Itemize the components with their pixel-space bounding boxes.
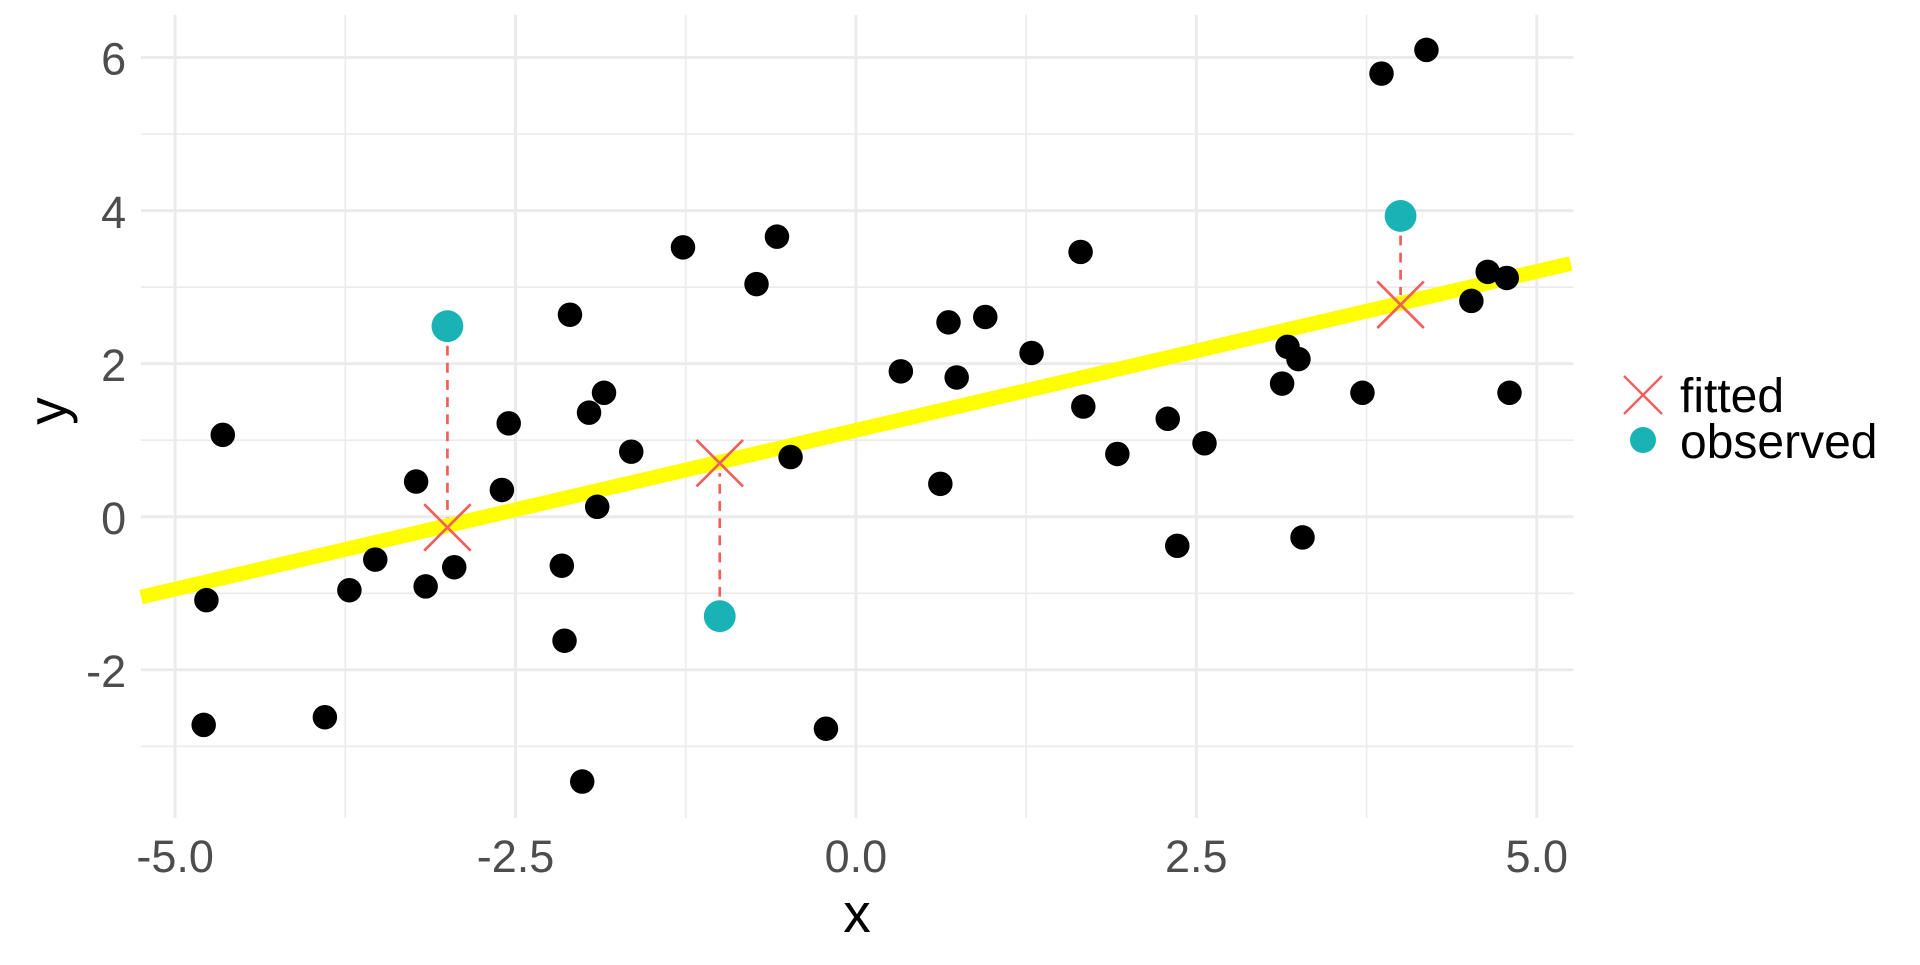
data-point xyxy=(973,304,998,330)
x-tick-label: 0.0 xyxy=(825,831,888,882)
data-point xyxy=(1019,340,1044,366)
grid-lines xyxy=(140,14,1574,818)
x-tick-label: -5.0 xyxy=(136,831,214,882)
data-point xyxy=(1071,394,1096,419)
observed-point xyxy=(1384,200,1417,232)
data-point xyxy=(1369,61,1394,86)
x-tick-label: -2.5 xyxy=(477,831,555,882)
data-point xyxy=(1192,431,1217,456)
data-point xyxy=(778,444,803,470)
data-point xyxy=(191,712,216,738)
data-point xyxy=(1286,346,1311,372)
data-point xyxy=(363,547,388,572)
data-point xyxy=(584,494,610,520)
data-point xyxy=(936,310,961,335)
y-tick-label: -2 xyxy=(86,646,126,697)
circle-icon xyxy=(1630,427,1656,453)
data-point xyxy=(1459,288,1484,314)
x-tick-label: 5.0 xyxy=(1505,831,1568,882)
x-tick-label: 2.5 xyxy=(1165,831,1228,882)
data-point xyxy=(813,716,839,741)
data-point xyxy=(1105,441,1130,467)
fitted-marker xyxy=(695,438,744,488)
data-point xyxy=(670,235,696,260)
data-point xyxy=(210,422,236,448)
fitted-marker xyxy=(1376,280,1425,329)
data-point xyxy=(1475,259,1500,285)
legend-label-fitted: fitted xyxy=(1680,370,1784,423)
data-point xyxy=(1350,380,1375,405)
observed-points xyxy=(431,200,1417,633)
data-point xyxy=(619,439,644,464)
fitted-marker xyxy=(423,503,472,552)
cross-icon-stroke xyxy=(1376,280,1425,329)
y-axis-title: y xyxy=(16,397,78,425)
legend-item-observed: observed xyxy=(1630,416,1877,469)
residual-segments xyxy=(446,235,1402,597)
observed-point xyxy=(703,600,736,633)
cross-icon xyxy=(1623,375,1663,415)
data-point xyxy=(194,587,219,613)
y-tick-label: 4 xyxy=(101,187,126,238)
data-point xyxy=(591,380,617,405)
data-point xyxy=(1290,525,1315,550)
data-point xyxy=(744,271,769,297)
data-point xyxy=(441,555,467,580)
data-point xyxy=(403,469,429,494)
data-point xyxy=(337,577,362,603)
data-point xyxy=(1068,239,1093,265)
data-point xyxy=(944,365,969,390)
fitted-markers xyxy=(423,280,1425,552)
y-tick-label: 0 xyxy=(101,493,126,544)
data-point xyxy=(552,628,577,653)
data-point xyxy=(1269,371,1295,396)
data-point xyxy=(557,302,583,327)
observed-point xyxy=(431,310,464,343)
data-point xyxy=(489,477,515,503)
data-point xyxy=(569,769,595,794)
data-point xyxy=(413,574,438,599)
data-points xyxy=(191,37,1522,794)
cross-icon-stroke xyxy=(695,438,744,488)
data-point xyxy=(1165,533,1190,559)
legend-item-fitted: fitted xyxy=(1623,370,1784,423)
data-point xyxy=(928,471,953,497)
data-point xyxy=(1497,380,1522,405)
regression-line-path xyxy=(139,256,1573,605)
legend-label-observed: observed xyxy=(1680,416,1877,469)
data-point xyxy=(1155,406,1180,432)
y-tick-label: 2 xyxy=(101,340,126,391)
legend: fitted observed xyxy=(1623,370,1877,469)
x-axis-title: x xyxy=(843,882,871,944)
data-point xyxy=(1494,265,1520,291)
y-tick-label: 6 xyxy=(101,34,126,85)
data-point xyxy=(496,411,521,436)
y-axis-tick-labels: -2 0 2 4 6 xyxy=(86,34,126,697)
x-axis-tick-labels: -5.0 -2.5 0.0 2.5 5.0 xyxy=(136,831,1568,882)
data-point xyxy=(1414,37,1439,63)
cross-icon-stroke xyxy=(423,503,472,552)
data-point xyxy=(576,400,602,425)
data-point xyxy=(764,224,790,249)
regression-line xyxy=(139,256,1573,605)
data-point xyxy=(888,359,914,384)
data-point xyxy=(549,553,575,578)
data-point xyxy=(312,705,338,730)
